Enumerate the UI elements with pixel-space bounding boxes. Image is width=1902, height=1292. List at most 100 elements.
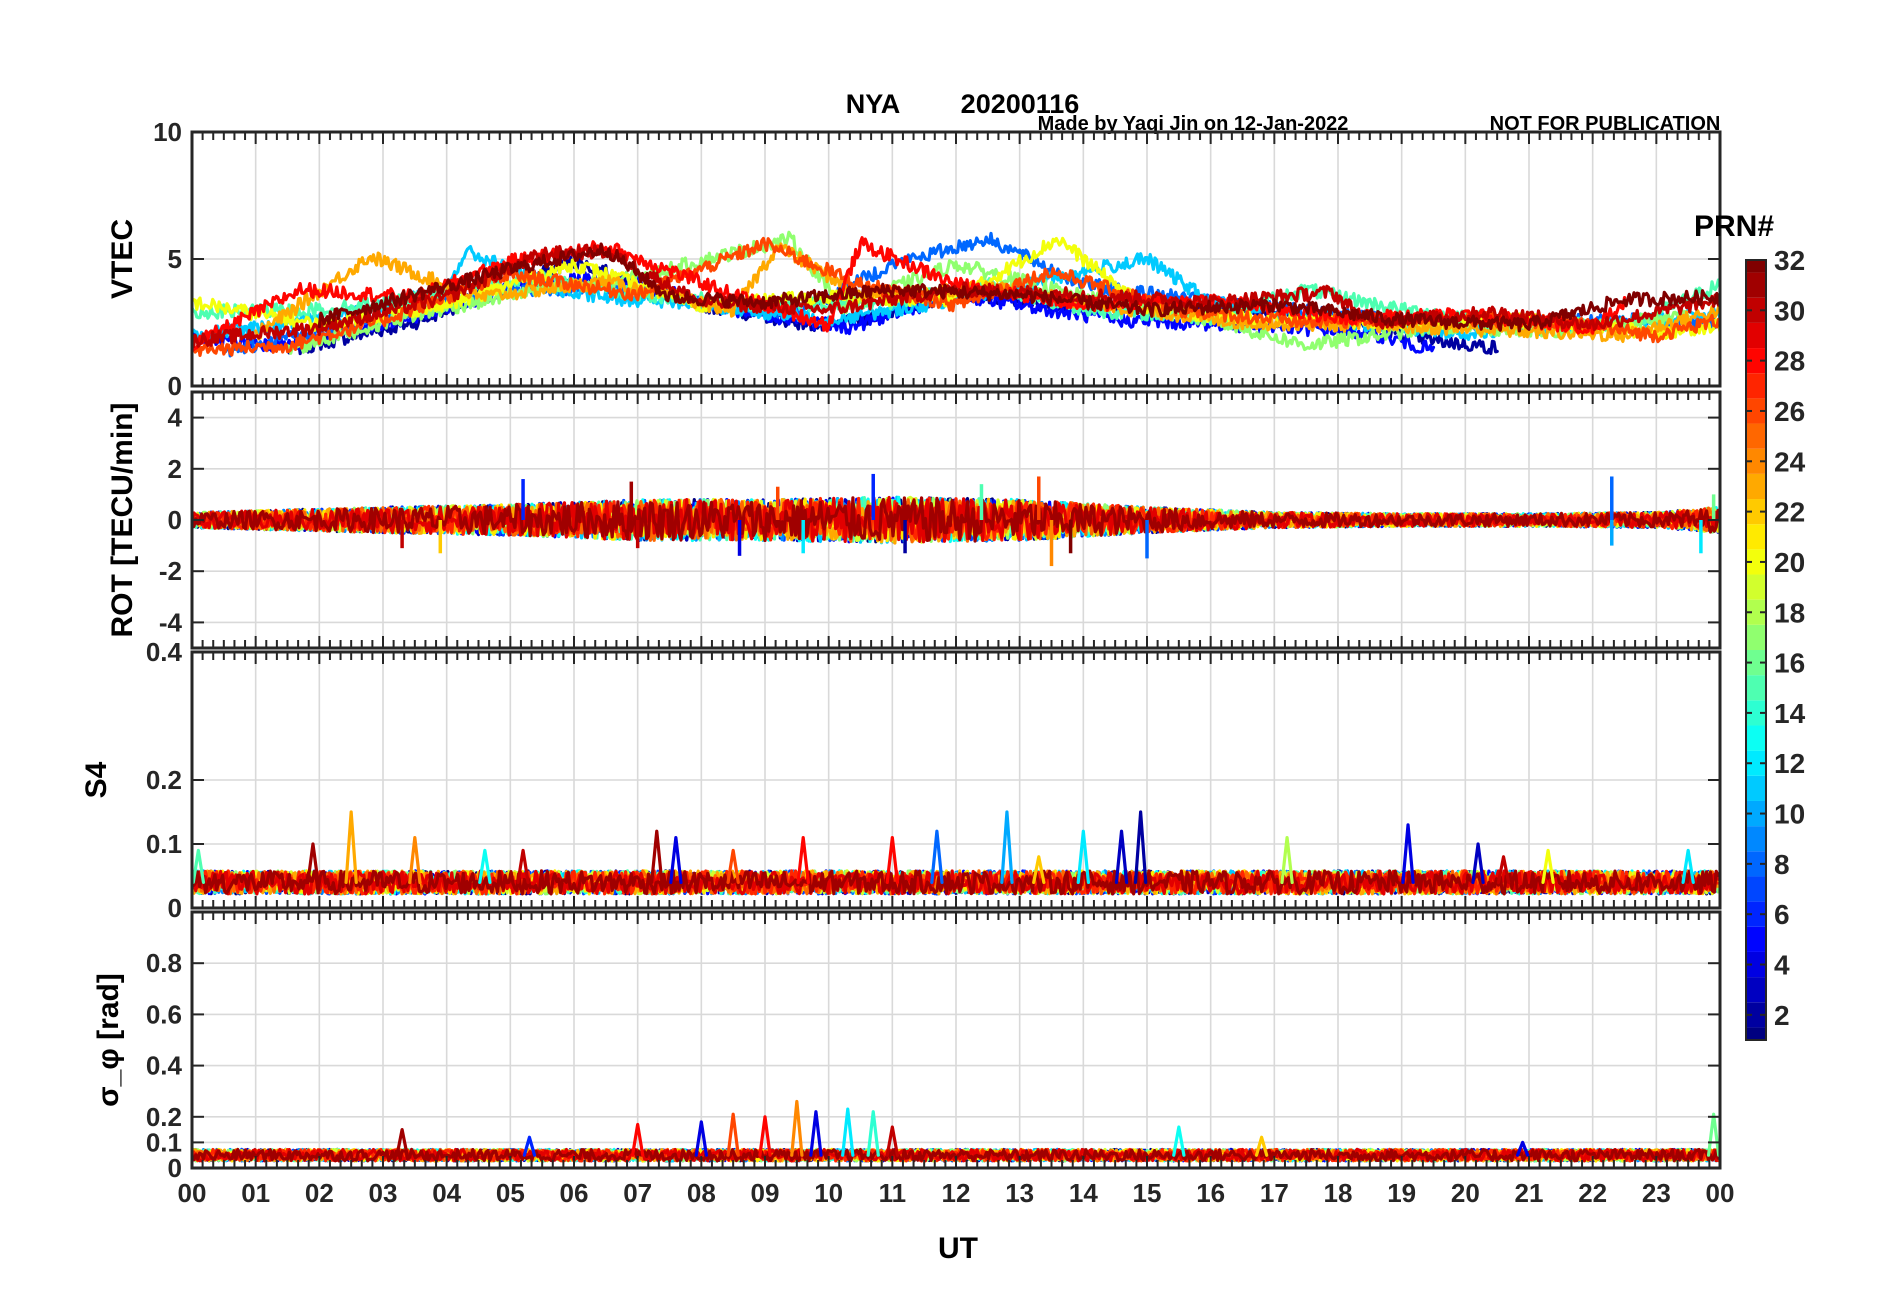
y-tick-label: 0.2 (146, 1102, 182, 1132)
s4-spike (1000, 810, 1014, 884)
colorbar-segment (1746, 1027, 1766, 1040)
colorbar-segment (1746, 851, 1766, 877)
sigma_phi-spike (885, 1125, 900, 1157)
x-tick-label: 20 (1451, 1178, 1480, 1208)
s4-trace-prn-31 (192, 869, 1720, 896)
colorbar-tick-label: 26 (1774, 396, 1805, 427)
y-axis-title: σ_φ [rad] (92, 973, 125, 1107)
colorbar-tick-label: 14 (1774, 698, 1806, 729)
s4-spike (1032, 855, 1046, 884)
panel-data-s4 (192, 810, 1720, 896)
colorbar-segment (1746, 775, 1766, 801)
x-tick-label: 17 (1260, 1178, 1289, 1208)
sigma_phi-spike (758, 1115, 772, 1157)
colorbar-tick-label: 24 (1774, 446, 1806, 477)
sigma_phi-spike (395, 1128, 409, 1157)
panel-sigma_phi: 00.10.2 0.4 0.6 0.8 σ_φ [rad] 00 01 02 03 04 05 06 0… (92, 910, 1735, 1208)
y-tick-label: 0.4 (146, 1051, 183, 1081)
colorbar-segment (1746, 322, 1766, 349)
s4-spike (885, 836, 900, 884)
y-tick-label: 0.6 (146, 999, 182, 1029)
y-axis-title: S4 (80, 761, 113, 798)
sigma_phi-spike (694, 1120, 709, 1157)
s4-spike (1401, 823, 1415, 884)
panel-data-rot (192, 473, 1720, 567)
colorbar-segment (1746, 800, 1766, 827)
colorbar-segment (1746, 574, 1766, 600)
colorbar-tick-label: 18 (1774, 597, 1805, 628)
colorbar-segment (1746, 398, 1766, 424)
s4-spike (306, 842, 320, 884)
colorbar-segment (1746, 1002, 1766, 1028)
x-tick-label: 02 (305, 1178, 334, 1208)
y-tick-label: 0.4 (146, 637, 183, 667)
sigma_phi-spike (1515, 1140, 1530, 1157)
s4-spike (408, 836, 422, 884)
sigma_phi-spike (790, 1099, 804, 1157)
x-axis-title: UT (938, 1232, 978, 1265)
s4-spike (796, 836, 810, 884)
y-axis-title: VTEC (106, 219, 139, 299)
colorbar-tick-label: 30 (1774, 295, 1805, 326)
colorbar-tick-label: 32 (1774, 245, 1805, 276)
colorbar-tick-label: 22 (1774, 497, 1805, 528)
y-tick-label: 0 (168, 505, 182, 535)
s4-spike (478, 848, 492, 884)
y-tick-label: 0 (168, 1153, 182, 1183)
s4-spike (1280, 836, 1294, 884)
y-tick-label: -4 (159, 607, 183, 637)
x-tick-label: 11 (879, 1178, 907, 1208)
colorbar-segment (1746, 725, 1766, 751)
panel-rot: -4 -2 0 2 4 ROT [TECU/min] (106, 390, 1722, 650)
colorbar-segment (1746, 423, 1766, 449)
colorbar-segment (1746, 876, 1766, 902)
colorbar-segment (1746, 448, 1766, 474)
colorbar-tick-label: 10 (1774, 799, 1805, 830)
x-tick-label: 05 (496, 1178, 525, 1208)
colorbar-frame (1745, 259, 1767, 1041)
x-tick-label: 04 (432, 1178, 461, 1208)
s4-spike (1681, 848, 1695, 884)
x-tick-label: 12 (942, 1178, 971, 1208)
colorbar-segment (1746, 750, 1766, 776)
x-tick-label: 14 (1069, 1178, 1098, 1208)
y-tick-label: 0 (168, 371, 182, 401)
y-tick-label: 2 (168, 454, 182, 484)
s4-spike (669, 836, 683, 884)
x-tick-label: 16 (1196, 1178, 1225, 1208)
colorbar-segment (1746, 524, 1766, 550)
y-tick-label: 0 (168, 893, 182, 923)
colorbar-segment (1746, 473, 1766, 500)
x-tick-label: 23 (1642, 1178, 1671, 1208)
colorbar-segment (1746, 624, 1766, 650)
x-tick-label: 18 (1324, 1178, 1353, 1208)
x-tick-label: 19 (1387, 1178, 1416, 1208)
sigma_phi-spike (1172, 1125, 1186, 1157)
sigma_phi-spike (522, 1135, 537, 1157)
x-tick-label: 15 (1133, 1178, 1162, 1208)
y-axis-title: ROT [TECU/min] (106, 403, 139, 638)
sigma_phi-spike (866, 1110, 880, 1157)
sigma_phi-spike (630, 1122, 645, 1157)
colorbar-tick-label: 28 (1774, 346, 1805, 377)
x-tick-label: 21 (1515, 1178, 1544, 1208)
s4-spike (1496, 855, 1511, 884)
x-tick-label: 00 (1706, 1178, 1735, 1208)
s4-spike (1114, 829, 1129, 884)
x-tick-label: 07 (623, 1178, 652, 1208)
y-tick-label: -2 (159, 556, 182, 586)
s4-spike (1133, 810, 1148, 884)
colorbar-title: PRN# (1694, 210, 1774, 243)
sigma_phi-spike (841, 1107, 855, 1157)
s4-spike (930, 829, 944, 884)
colorbar-tick-label: 8 (1774, 849, 1790, 880)
colorbar-segment (1746, 549, 1766, 575)
colorbar-segment (1746, 297, 1766, 323)
colorbar-segment (1746, 373, 1766, 399)
colorbar-tick-label: 20 (1774, 547, 1805, 578)
s4-spike (650, 829, 664, 884)
date-title: 20200116 (961, 89, 1080, 119)
